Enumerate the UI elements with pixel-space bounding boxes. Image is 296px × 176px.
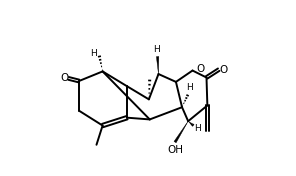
Text: O: O xyxy=(60,73,68,83)
Text: H: H xyxy=(91,49,97,58)
Text: O: O xyxy=(196,64,204,74)
Polygon shape xyxy=(174,121,188,143)
Text: O: O xyxy=(219,65,227,75)
Text: H: H xyxy=(186,83,193,92)
Text: H: H xyxy=(153,45,160,54)
Text: H: H xyxy=(194,124,201,133)
Polygon shape xyxy=(156,56,159,74)
Text: OH: OH xyxy=(167,145,183,155)
